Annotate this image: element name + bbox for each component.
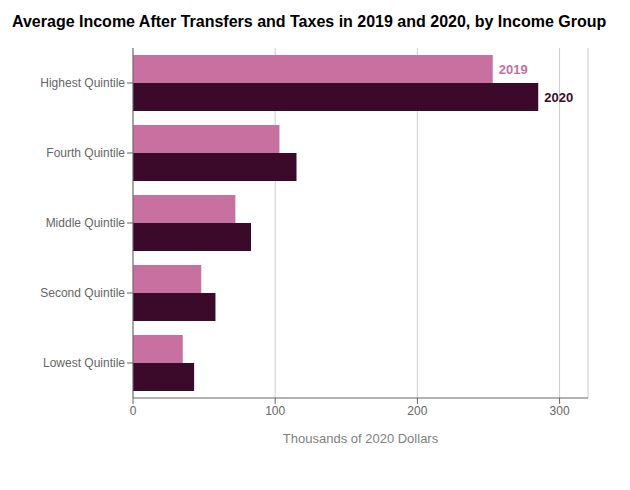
- svg-text:Second Quintile: Second Quintile: [40, 286, 125, 300]
- svg-text:2019: 2019: [499, 62, 528, 77]
- svg-text:Highest Quintile: Highest Quintile: [40, 76, 125, 90]
- html-text:Average Income After Transfers: Average Income After Transfers and Taxes…: [12, 13, 607, 30]
- svg-text:Thousands of 2020 Dollars: Thousands of 2020 Dollars: [283, 431, 439, 446]
- svg-text:100: 100: [265, 404, 285, 418]
- svg-text:Fourth Quintile: Fourth Quintile: [46, 146, 125, 160]
- svg-text:Middle Quintile: Middle Quintile: [46, 216, 126, 230]
- svg-text:300: 300: [550, 404, 570, 418]
- svg-text:Lowest Quintile: Lowest Quintile: [43, 356, 125, 370]
- svg-text:2020: 2020: [544, 90, 573, 105]
- svg-text:200: 200: [407, 404, 427, 418]
- svg-text:0: 0: [130, 404, 137, 418]
